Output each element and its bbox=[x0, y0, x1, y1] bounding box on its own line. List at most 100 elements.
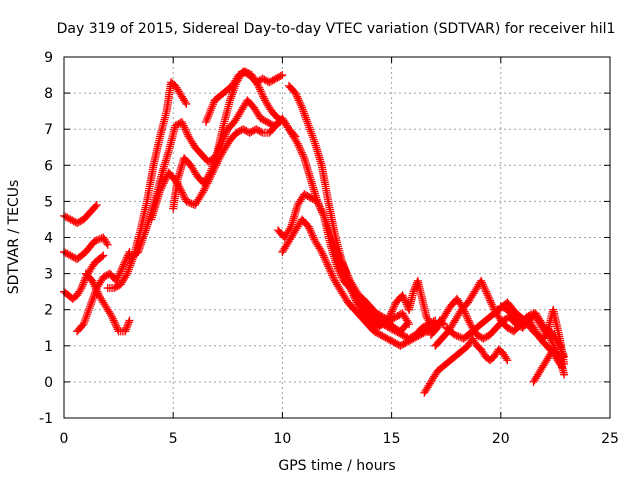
data-point bbox=[302, 115, 311, 124]
data-point bbox=[294, 96, 303, 105]
data-point bbox=[503, 356, 512, 365]
data-point bbox=[296, 146, 305, 155]
data-point bbox=[140, 228, 149, 237]
data-point bbox=[115, 269, 124, 278]
data-point bbox=[89, 278, 98, 287]
data-point bbox=[179, 191, 188, 200]
data-point bbox=[483, 291, 492, 300]
data-point bbox=[306, 125, 315, 134]
data-point bbox=[255, 83, 264, 92]
x-tick-label: 0 bbox=[60, 431, 69, 447]
data-point bbox=[560, 370, 569, 379]
data-point bbox=[329, 273, 338, 282]
data-point bbox=[88, 276, 97, 285]
series-track-d bbox=[73, 247, 134, 336]
data-point bbox=[480, 284, 489, 293]
data-point bbox=[118, 264, 127, 273]
data-point bbox=[452, 331, 461, 340]
series-track-c bbox=[60, 251, 108, 303]
data-point bbox=[82, 312, 91, 321]
data-point bbox=[488, 302, 497, 311]
data-point bbox=[124, 267, 133, 276]
data-point bbox=[462, 312, 471, 321]
data-point bbox=[310, 137, 319, 146]
data-point bbox=[343, 278, 352, 287]
data-point bbox=[297, 101, 306, 110]
data-point bbox=[347, 287, 356, 296]
axis-ticks: 0 5 10 15 20 25 -1 0 1 2 3 4 5 6 7 8 9 bbox=[39, 50, 619, 447]
data-point bbox=[124, 318, 133, 327]
data-point bbox=[89, 294, 98, 303]
data-point bbox=[258, 90, 267, 99]
data-point bbox=[481, 285, 490, 294]
data-point bbox=[112, 321, 121, 330]
series-track-o bbox=[405, 276, 449, 332]
data-point bbox=[304, 121, 313, 130]
data-point bbox=[114, 273, 123, 282]
data-point bbox=[450, 330, 459, 339]
data-point bbox=[345, 282, 354, 291]
data-point bbox=[317, 206, 326, 215]
data-point bbox=[350, 293, 359, 302]
data-point bbox=[485, 294, 494, 303]
data-point bbox=[398, 291, 407, 300]
data-point bbox=[319, 210, 328, 219]
data-point bbox=[84, 306, 93, 315]
data-point bbox=[322, 258, 331, 267]
data-point bbox=[307, 229, 316, 238]
data-point bbox=[181, 125, 190, 134]
data-point bbox=[139, 232, 148, 241]
data-point bbox=[92, 236, 101, 245]
data-point bbox=[388, 305, 397, 314]
data-point bbox=[135, 244, 144, 253]
data-points bbox=[60, 67, 569, 397]
data-point bbox=[137, 238, 146, 247]
data-point bbox=[342, 275, 351, 284]
data-point bbox=[201, 182, 210, 191]
data-point bbox=[305, 123, 314, 132]
data-point bbox=[122, 271, 131, 280]
data-point bbox=[253, 80, 262, 89]
data-point bbox=[319, 211, 328, 220]
data-point bbox=[316, 204, 325, 213]
data-point bbox=[323, 260, 332, 269]
data-point bbox=[203, 114, 212, 123]
data-point bbox=[79, 320, 88, 329]
y-tick-label: 6 bbox=[44, 158, 53, 174]
data-point bbox=[138, 234, 147, 243]
data-point bbox=[180, 193, 189, 202]
data-point bbox=[402, 320, 411, 329]
y-tick-label: 7 bbox=[44, 122, 53, 138]
data-point bbox=[305, 224, 314, 233]
data-point bbox=[200, 184, 209, 193]
data-point bbox=[338, 267, 347, 276]
data-point bbox=[205, 110, 214, 119]
data-point bbox=[486, 298, 495, 307]
data-point bbox=[120, 258, 129, 267]
data-point bbox=[156, 186, 165, 195]
data-point bbox=[209, 100, 218, 109]
data-point bbox=[94, 289, 103, 298]
data-point bbox=[86, 300, 95, 309]
data-point bbox=[278, 71, 287, 80]
data-point bbox=[309, 135, 318, 144]
y-tick-label: 9 bbox=[44, 50, 53, 66]
data-point bbox=[317, 247, 326, 256]
data-point bbox=[183, 130, 192, 139]
y-axis-label: SDTVAR / TECUs bbox=[6, 180, 22, 295]
data-point bbox=[303, 119, 312, 128]
data-point bbox=[211, 154, 220, 163]
data-point bbox=[484, 293, 493, 302]
data-point bbox=[162, 173, 171, 182]
data-point bbox=[206, 168, 215, 177]
data-point bbox=[228, 88, 237, 97]
data-point bbox=[126, 261, 135, 270]
data-point bbox=[319, 251, 328, 260]
data-point bbox=[295, 98, 304, 107]
data-point bbox=[256, 85, 265, 94]
x-tick-label: 25 bbox=[601, 431, 619, 447]
data-point bbox=[92, 201, 101, 210]
data-point bbox=[308, 131, 317, 140]
data-point bbox=[205, 170, 214, 179]
data-point bbox=[307, 129, 316, 138]
